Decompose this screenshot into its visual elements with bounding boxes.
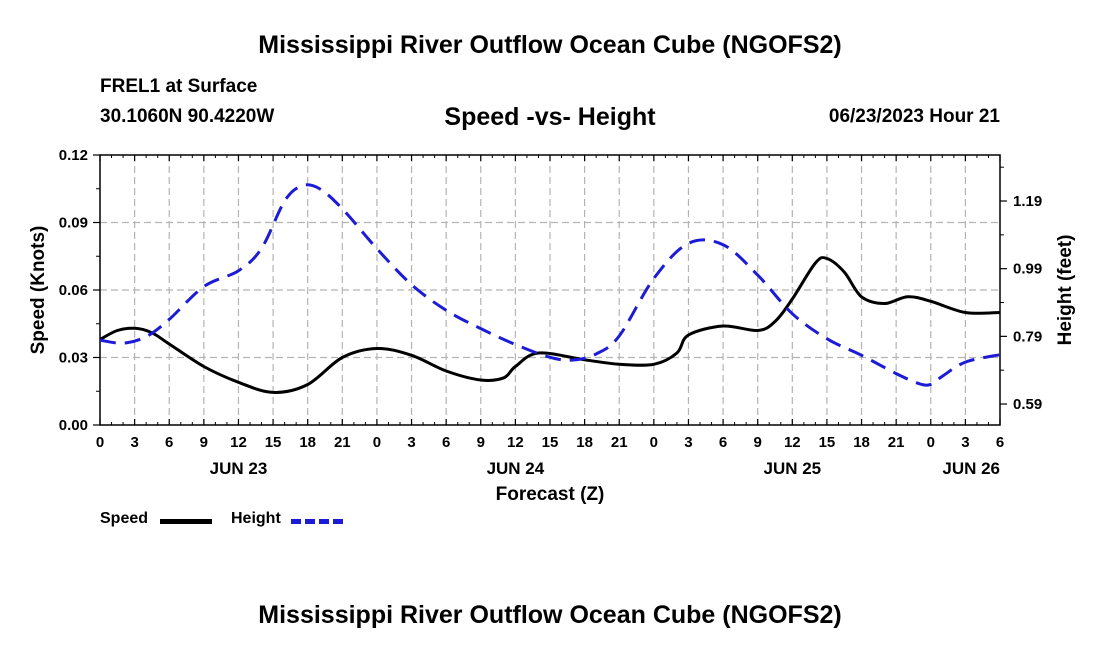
x-tick-label: 0	[373, 434, 381, 451]
x-tick-label: 15	[542, 434, 559, 451]
x-tick-label: 3	[407, 434, 415, 451]
x-tick-label: 18	[576, 434, 593, 451]
x-tick-label: 12	[784, 434, 801, 451]
x-tick-label: 21	[888, 434, 905, 451]
x-tick-label: 6	[996, 434, 1004, 451]
forecast-date: 06/23/2023 Hour 21	[828, 106, 1000, 127]
chart-title: Speed -vs- Height	[444, 103, 656, 131]
x-day-label: JUN 26	[942, 459, 1000, 478]
x-tick-label: 0	[650, 434, 658, 451]
x-tick-label: 12	[230, 434, 247, 451]
x-day-label: JUN 24	[487, 459, 545, 478]
x-tick-label: 3	[961, 434, 969, 451]
y-tick-label: 0.09	[59, 215, 88, 232]
x-tick-label: 0	[96, 434, 104, 451]
x-axis-label: Forecast (Z)	[496, 484, 605, 505]
x-day-label: JUN 25	[763, 459, 821, 478]
x-tick-label: 9	[200, 434, 208, 451]
legend-height-label: Height	[231, 510, 281, 527]
y-axis-label: Speed (Knots)	[28, 226, 49, 355]
x-tick-label: 0	[927, 434, 935, 451]
plot-frame	[99, 154, 1001, 426]
x-tick-label: 3	[130, 434, 138, 451]
station-coordinates: 30.1060N 90.4220W	[100, 106, 275, 127]
y-tick-label: 0.12	[59, 147, 88, 164]
x-tick-label: 3	[684, 434, 692, 451]
footer-title: Mississippi River Outflow Ocean Cube (NG…	[258, 601, 842, 629]
x-tick-label: 21	[334, 434, 351, 451]
y-tick-label: 0.06	[59, 282, 88, 299]
x-tick-label: 6	[165, 434, 173, 451]
x-tick-label: 21	[611, 434, 628, 451]
y2-tick-label: 0.59	[1013, 396, 1042, 413]
x-tick-label: 18	[853, 434, 870, 451]
y-tick-label: 0.03	[59, 350, 88, 367]
x-tick-label: 6	[719, 434, 727, 451]
legend-height-swatch	[291, 519, 343, 524]
speed-height-chart: Speed -vs- Height 0 3 6 9 12 15 18 21 0 3 6 9 12 15 18 2…	[28, 103, 1076, 505]
x-tick-label: 9	[477, 434, 485, 451]
station-name: FREL1 at Surface	[100, 76, 258, 97]
x-tick-label: 9	[754, 434, 762, 451]
series-height-line	[99, 183, 1001, 387]
x-day-label: JUN 23	[210, 459, 268, 478]
legend-speed-swatch	[160, 519, 212, 524]
y-tick-label: 0.00	[59, 417, 88, 434]
y2-tick-label: 1.19	[1013, 193, 1042, 210]
x-tick-label: 6	[442, 434, 450, 451]
x-tick-label: 15	[819, 434, 836, 451]
x-tick-label: 12	[507, 434, 524, 451]
y2-axis-label: Height (feet)	[1055, 235, 1076, 346]
page-title: Mississippi River Outflow Ocean Cube (NG…	[258, 31, 842, 59]
y2-tick-label: 0.79	[1013, 328, 1042, 345]
y2-tick-label: 0.99	[1013, 261, 1042, 278]
x-tick-label: 18	[299, 434, 316, 451]
x-tick-label: 15	[265, 434, 282, 451]
legend-speed-label: Speed	[100, 510, 149, 527]
